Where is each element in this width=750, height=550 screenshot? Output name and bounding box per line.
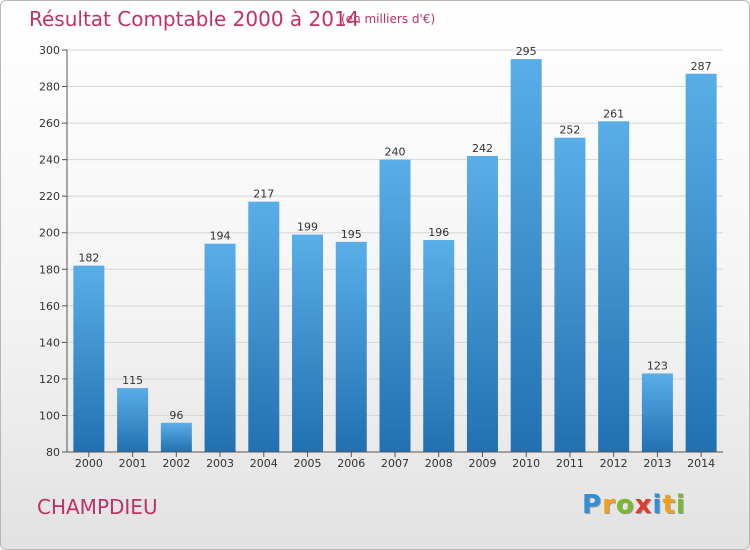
bar-value-label: 199 — [297, 221, 318, 234]
y-tick-label: 220 — [39, 190, 60, 203]
bar-value-label: 240 — [385, 146, 406, 159]
logo-letter: r — [602, 490, 616, 520]
logo-letter: o — [615, 490, 635, 520]
x-tick-label: 2010 — [512, 457, 540, 470]
y-tick-label: 140 — [39, 336, 60, 349]
bar — [292, 234, 324, 452]
x-tick-label: 2006 — [337, 457, 365, 470]
x-tick-label: 2013 — [643, 457, 671, 470]
bar-value-label: 115 — [122, 374, 143, 387]
chart-subtitle: (en milliers d'€) — [341, 12, 436, 26]
y-tick-label: 260 — [39, 117, 60, 130]
bar — [204, 243, 236, 452]
bar-value-label: 195 — [341, 228, 362, 241]
y-tick-label: 80 — [46, 446, 60, 459]
y-tick-label: 160 — [39, 300, 60, 313]
x-tick-label: 2005 — [294, 457, 322, 470]
chart-title: Résultat Comptable 2000 à 2014 — [29, 7, 360, 31]
x-tick-label: 2011 — [556, 457, 584, 470]
bar-value-label: 194 — [210, 230, 231, 243]
x-tick-label: 2001 — [119, 457, 147, 470]
x-tick-label: 2014 — [687, 457, 715, 470]
x-tick-label: 2004 — [250, 457, 278, 470]
bar — [160, 422, 192, 452]
y-tick-label: 280 — [39, 81, 60, 94]
y-tick-label: 180 — [39, 263, 60, 276]
axes — [62, 49, 723, 457]
y-tick-label: 300 — [39, 44, 60, 57]
logo-letter: i — [652, 490, 663, 520]
bar-value-label: 287 — [691, 60, 712, 73]
x-tick-label: 2007 — [381, 457, 409, 470]
y-tick-label: 200 — [39, 227, 60, 240]
labels: 80 100 120 140 160 180 200 220 240 260 280 300 182 20… — [39, 44, 715, 470]
x-tick-label: 2008 — [425, 457, 453, 470]
x-tick-label: 2000 — [75, 457, 103, 470]
logo-letter: i — [675, 490, 686, 520]
bar-value-label: 242 — [472, 142, 493, 155]
logo-letter: x — [634, 490, 653, 520]
logo-letter: P — [582, 490, 603, 520]
bar-value-label: 261 — [603, 107, 624, 120]
bar-value-label: 295 — [516, 45, 537, 58]
bar — [248, 201, 280, 452]
bar — [335, 241, 367, 452]
x-tick-label: 2009 — [468, 457, 496, 470]
y-tick-label: 240 — [39, 154, 60, 167]
bar — [510, 59, 542, 453]
x-tick-label: 2003 — [206, 457, 234, 470]
y-tick-label: 100 — [39, 409, 60, 422]
bar — [423, 240, 455, 452]
bar-value-label: 96 — [169, 409, 183, 422]
bar-value-label: 123 — [647, 359, 668, 372]
bar — [73, 265, 105, 452]
bar — [641, 373, 673, 452]
logo-letter: t — [662, 490, 676, 520]
bar-value-label: 182 — [78, 252, 99, 265]
bar-value-label: 252 — [559, 124, 580, 137]
x-tick-label: 2002 — [162, 457, 190, 470]
bar — [466, 155, 498, 452]
proxiti-logo: Proxiti — [582, 490, 686, 520]
bar — [685, 73, 717, 452]
bar — [379, 159, 411, 453]
bar — [598, 121, 630, 452]
x-tick-label: 2012 — [600, 457, 628, 470]
bar-value-label: 217 — [253, 188, 274, 201]
bar — [117, 388, 149, 452]
bars — [73, 59, 717, 453]
bar — [554, 137, 586, 452]
bar-value-label: 196 — [428, 226, 449, 239]
commune-name: CHAMPDIEU — [37, 495, 158, 519]
y-tick-label: 120 — [39, 373, 60, 386]
